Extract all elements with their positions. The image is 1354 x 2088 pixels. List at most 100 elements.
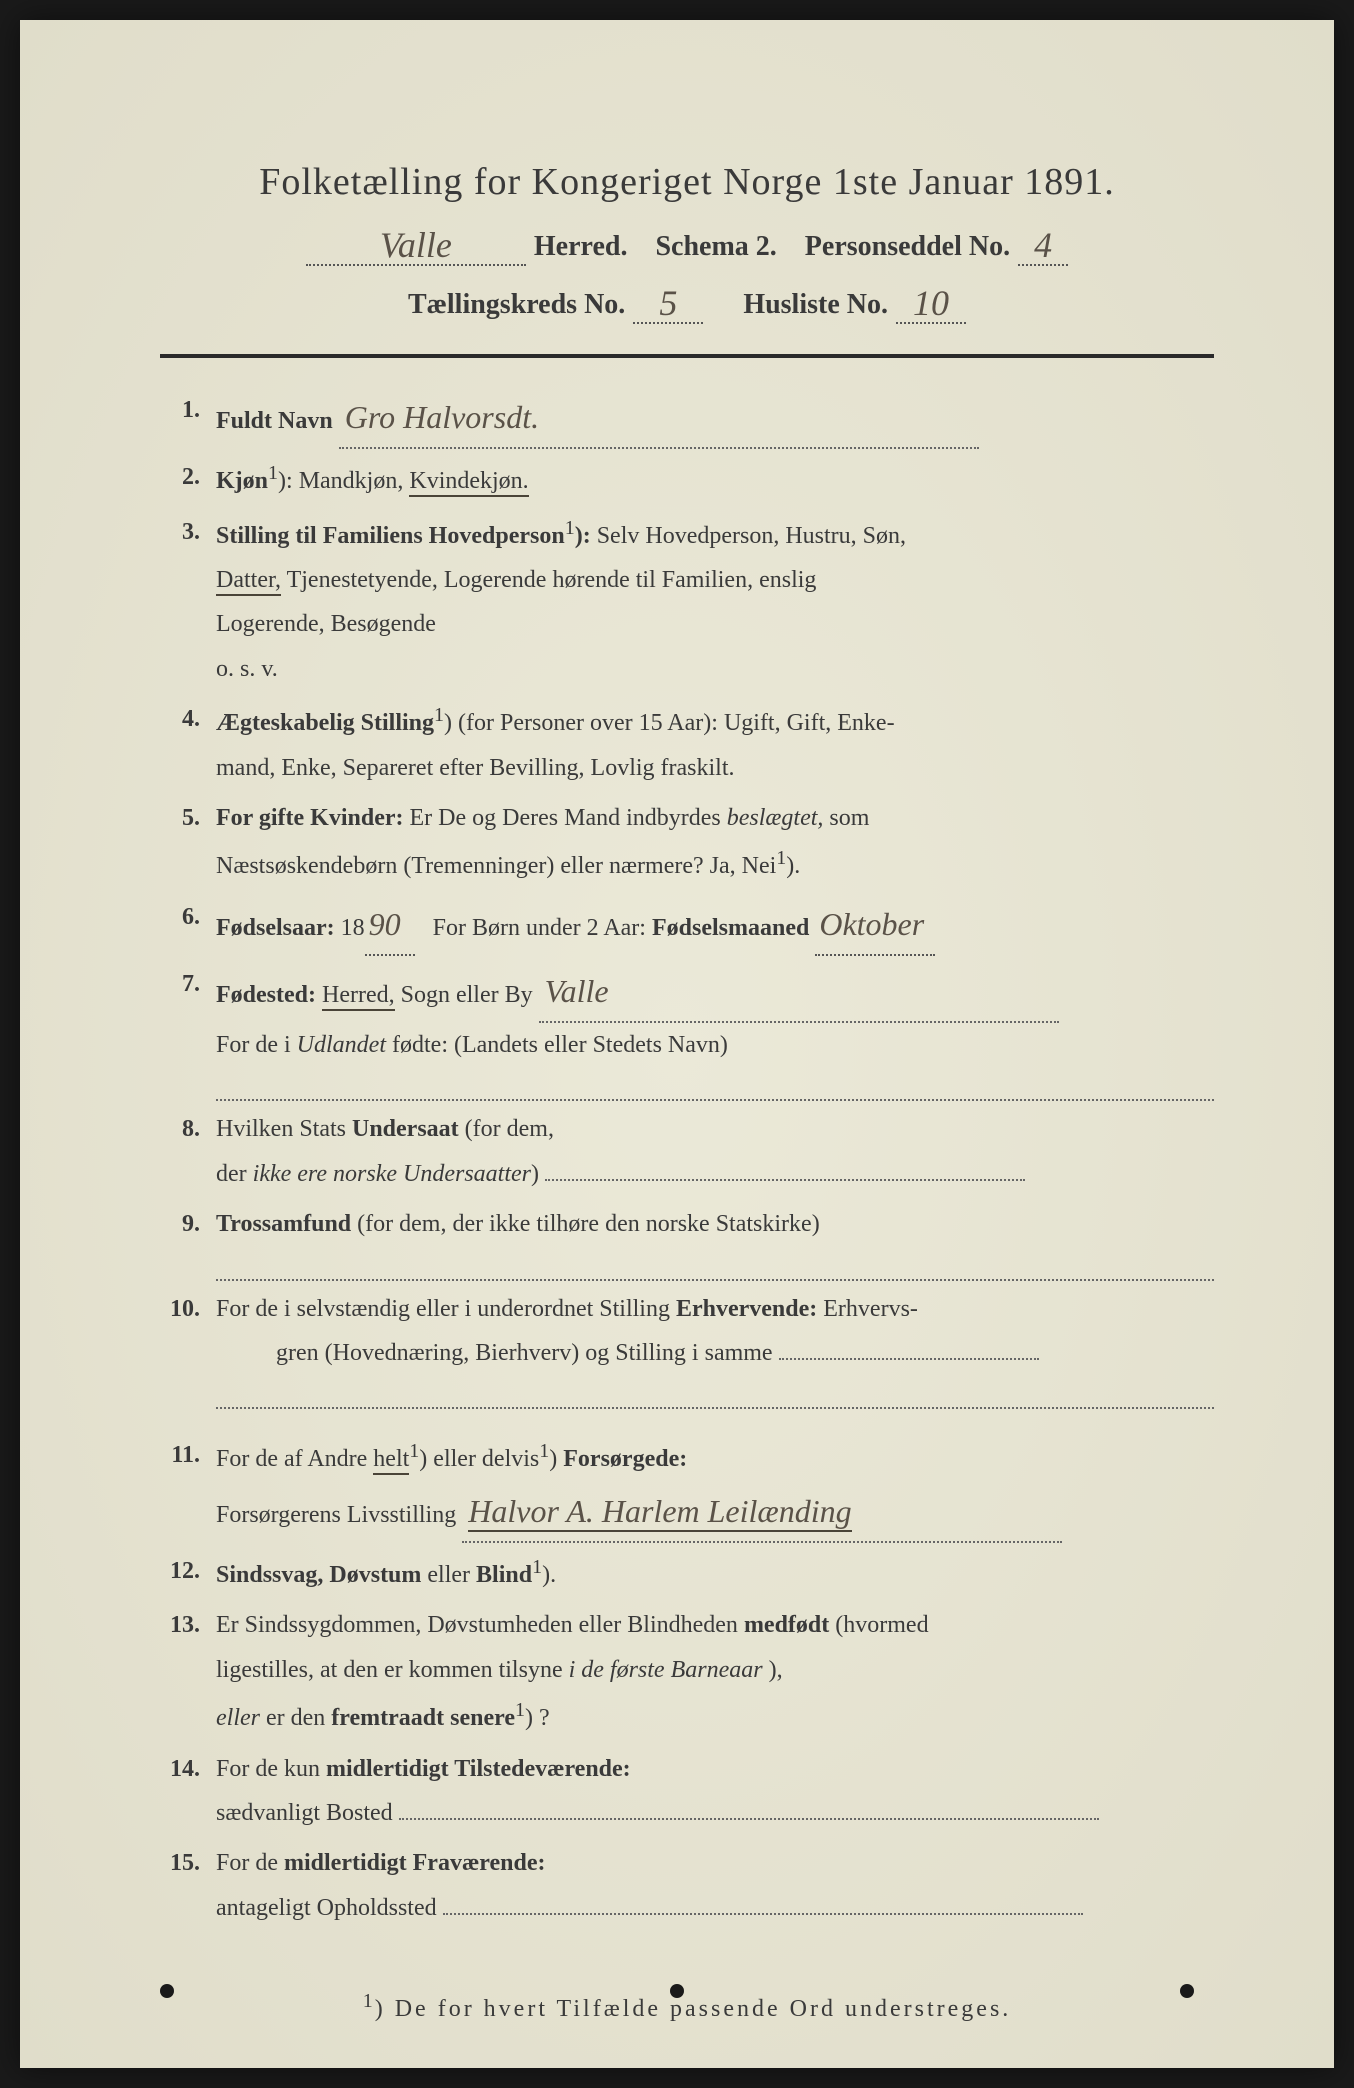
footnote-text: ) De for hvert Tilfælde passende Ord und… bbox=[375, 1996, 1012, 2022]
q13-bold2: fremtraadt senere bbox=[331, 1705, 515, 1731]
form-title: Folketælling for Kongeriget Norge 1ste J… bbox=[160, 160, 1214, 204]
q3-line2: Tjenestetyende, Logerende hørende til Fa… bbox=[281, 567, 816, 593]
q5-ital: beslægtet, bbox=[727, 805, 824, 831]
q8-ital: ikke ere norske Undersaatter bbox=[253, 1161, 531, 1187]
q5-line2: Næstsøskendebørn (Tremenninger) eller næ… bbox=[216, 853, 776, 879]
q13-ital: i de første Barneaar bbox=[569, 1657, 763, 1683]
item-1: 1. Fuldt Navn Gro Halvorsdt. bbox=[160, 388, 1214, 449]
num-14: 14. bbox=[160, 1747, 216, 1791]
q2-label: Kjøn bbox=[216, 468, 268, 494]
q11-value: Halvor A. Harlem Leilænding bbox=[468, 1493, 851, 1532]
q10-blank bbox=[779, 1358, 1039, 1360]
item-3: 3. Stilling til Familiens Hovedperson1):… bbox=[160, 510, 1214, 692]
q7-blank-line bbox=[216, 1073, 1214, 1101]
q7-line2c: fødte: (Landets eller Stedets Navn) bbox=[386, 1032, 728, 1058]
q7-line2b: Udlandet bbox=[297, 1032, 386, 1058]
item-11: 11. For de af Andre helt1) eller delvis1… bbox=[160, 1433, 1214, 1543]
num-9: 9. bbox=[160, 1202, 216, 1246]
q7-text: Sogn eller By bbox=[401, 982, 533, 1008]
q13-line3c: ? bbox=[539, 1705, 550, 1731]
kreds-value: 5 bbox=[659, 283, 677, 323]
header-rule bbox=[160, 354, 1214, 358]
q14-line2: sædvanligt Bosted bbox=[216, 1800, 393, 1826]
q3-line3: Logerende, Besøgende bbox=[216, 611, 436, 637]
q1-label: Fuldt Navn bbox=[216, 408, 333, 434]
q9-blank-line bbox=[216, 1253, 1214, 1281]
husliste-value: 10 bbox=[913, 283, 949, 323]
q13-line2b: ), bbox=[769, 1657, 783, 1683]
q13-sup: 1 bbox=[515, 1699, 525, 1721]
q2-opt-a: Mandkjøn, bbox=[299, 468, 404, 494]
q3-sup: 1 bbox=[565, 517, 575, 539]
q4-text: (for Personer over 15 Aar): Ugift, Gift,… bbox=[458, 710, 895, 736]
item-9: 9. Trossamfund (for dem, der ikke tilhør… bbox=[160, 1202, 1214, 1280]
q10-label: Erhvervende: bbox=[676, 1296, 817, 1322]
item-4: 4. Ægteskabelig Stilling1) (for Personer… bbox=[160, 697, 1214, 790]
census-form-page: Folketælling for Kongeriget Norge 1ste J… bbox=[20, 20, 1334, 2068]
q13-text2: (hvormed bbox=[835, 1612, 928, 1638]
num-11: 11. bbox=[160, 1433, 216, 1477]
q6-text2: For Børn under 2 Aar: bbox=[433, 915, 646, 941]
punch-hole-1 bbox=[160, 1984, 174, 1998]
herred-value: Valle bbox=[380, 225, 452, 265]
footnote-sup: 1 bbox=[363, 1990, 375, 2012]
q15-blank bbox=[443, 1913, 1083, 1915]
q8-text1: Hvilken Stats bbox=[216, 1116, 352, 1142]
q8-label: Undersaat bbox=[352, 1116, 459, 1142]
form-body: 1. Fuldt Navn Gro Halvorsdt. 2. Kjøn1): … bbox=[160, 388, 1214, 1930]
q4-label: Ægteskabelig Stilling bbox=[216, 710, 434, 736]
num-2: 2. bbox=[160, 455, 216, 499]
q7-line2a: For de i bbox=[216, 1032, 297, 1058]
q3-datter: Datter, bbox=[216, 567, 281, 596]
q8-line2b: ) bbox=[531, 1161, 539, 1187]
num-13: 13. bbox=[160, 1603, 216, 1647]
q15-line2: antageligt Opholdssted bbox=[216, 1895, 437, 1921]
q6-label: Fødselsaar: bbox=[216, 915, 335, 941]
form-header: Folketælling for Kongeriget Norge 1ste J… bbox=[160, 160, 1214, 324]
herred-row: Valle Herred. Schema 2. Personseddel No.… bbox=[160, 222, 1214, 266]
herred-label: Herred. bbox=[534, 231, 628, 263]
kreds-row: Tællingskreds No. 5 Husliste No. 10 bbox=[160, 280, 1214, 324]
q5-sup: 1 bbox=[776, 847, 786, 869]
q7-value: Valle bbox=[545, 973, 609, 1009]
q1-value: Gro Halvorsdt. bbox=[345, 399, 539, 435]
q11-line2: Forsørgerens Livsstilling bbox=[216, 1502, 456, 1528]
personseddel-value: 4 bbox=[1034, 225, 1052, 265]
num-3: 3. bbox=[160, 510, 216, 554]
personseddel-label: Personseddel No. bbox=[805, 231, 1010, 263]
item-15: 15. For de midlertidigt Fraværende: anta… bbox=[160, 1841, 1214, 1930]
q14-blank bbox=[399, 1818, 1099, 1820]
num-8: 8. bbox=[160, 1107, 216, 1151]
item-14: 14. For de kun midlertidigt Tilstedevære… bbox=[160, 1747, 1214, 1836]
q3-label: Stilling til Familiens Hovedperson bbox=[216, 523, 565, 549]
num-15: 15. bbox=[160, 1841, 216, 1885]
q5-text: Er De og Deres Mand indbyrdes bbox=[410, 805, 727, 831]
num-7: 7. bbox=[160, 962, 216, 1006]
q11-helt: helt bbox=[373, 1446, 409, 1475]
kreds-label: Tællingskreds No. bbox=[408, 289, 625, 321]
item-2: 2. Kjøn1): Mandkjøn, Kvindekjøn. bbox=[160, 455, 1214, 503]
item-6: 6. Fødselsaar: 1890 For Børn under 2 Aar… bbox=[160, 895, 1214, 956]
q13-line3b: er den bbox=[266, 1705, 331, 1731]
q10-blank-line bbox=[216, 1381, 1214, 1409]
q14-text: For de kun bbox=[216, 1756, 326, 1782]
q4-line2: mand, Enke, Separeret efter Bevilling, L… bbox=[216, 755, 735, 781]
q2-opt-b: Kvindekjøn. bbox=[409, 468, 528, 497]
q13-bold1: medfødt bbox=[744, 1612, 829, 1638]
q12-label: Sindssvag, Døvstum bbox=[216, 1562, 421, 1588]
q6-year-prefix: 18 bbox=[341, 915, 365, 941]
num-6: 6. bbox=[160, 895, 216, 939]
q8-text2: (for dem, bbox=[465, 1116, 554, 1142]
q7-label: Fødested: bbox=[216, 982, 316, 1008]
q4-sup: 1 bbox=[434, 704, 444, 726]
item-5: 5. For gifte Kvinder: Er De og Deres Man… bbox=[160, 796, 1214, 889]
num-1: 1. bbox=[160, 388, 216, 432]
q11-label: Forsørgede: bbox=[563, 1446, 687, 1472]
q15-bold: midlertidigt Fraværende: bbox=[284, 1850, 546, 1876]
item-10: 10. For de i selvstændig eller i underor… bbox=[160, 1287, 1214, 1410]
q3-line1: Selv Hovedperson, Hustru, Søn, bbox=[597, 523, 906, 549]
item-8: 8. Hvilken Stats Undersaat (for dem, der… bbox=[160, 1107, 1214, 1196]
q9-text: (for dem, der ikke tilhøre den norske St… bbox=[357, 1211, 820, 1237]
num-5: 5. bbox=[160, 796, 216, 840]
num-12: 12. bbox=[160, 1549, 216, 1593]
